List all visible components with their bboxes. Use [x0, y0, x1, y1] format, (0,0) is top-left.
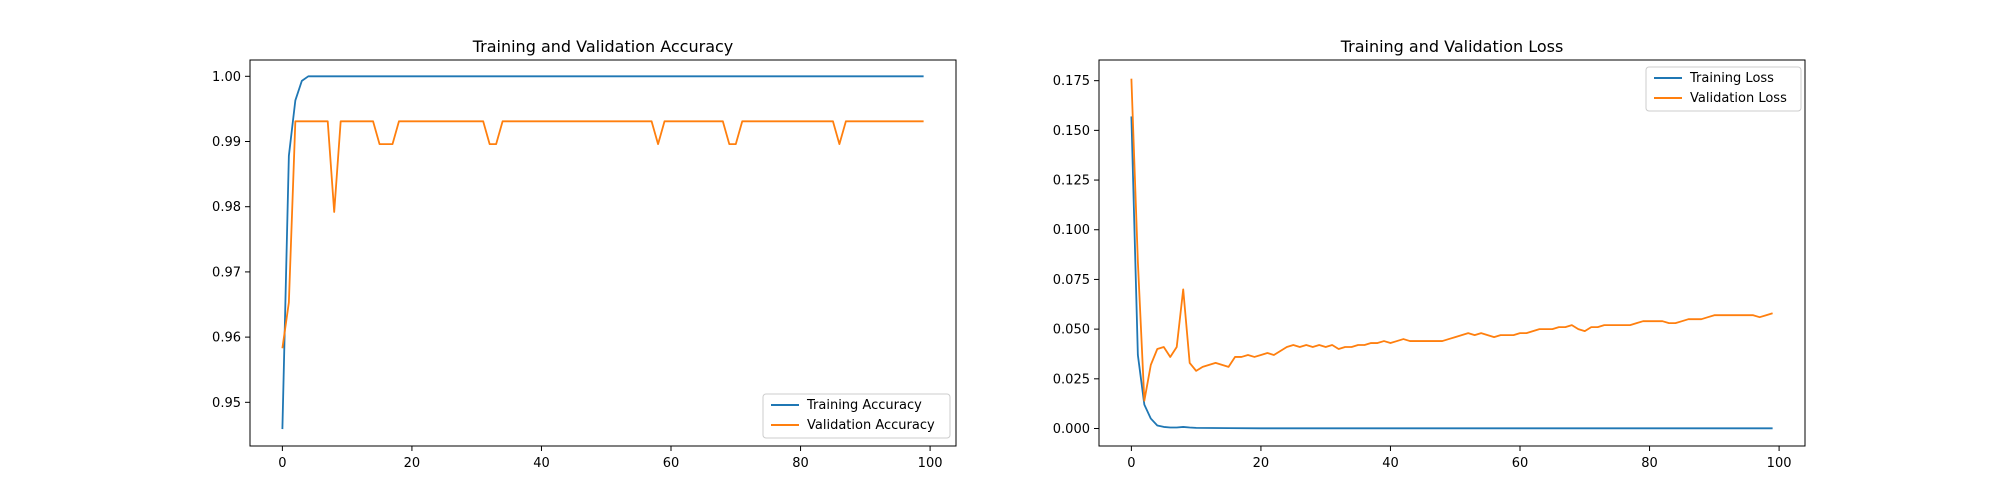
- legend-label-validation-accuracy: Validation Accuracy: [807, 418, 935, 433]
- y-tick-label: 0.100: [1053, 223, 1090, 238]
- accuracy-chart-title: Training and Validation Accuracy: [472, 37, 734, 56]
- x-tick-label: 0: [278, 456, 286, 471]
- accuracy-chart: Training and Validation Accuracy 0 20 40 60…: [212, 37, 957, 471]
- y-tick-label: 0.025: [1053, 372, 1090, 387]
- x-tick-label: 0: [1127, 456, 1135, 471]
- accuracy-axes-frame: [249, 59, 957, 447]
- y-tick-label: 0.050: [1053, 323, 1090, 338]
- loss-chart: Training and Validation Loss 0 20 40 60 80 10…: [1053, 37, 1806, 471]
- x-tick-label: 100: [918, 456, 943, 471]
- x-tick-label: 40: [533, 456, 550, 471]
- y-tick-label: 0.98: [212, 200, 241, 215]
- series-line-training-loss: [1130, 116, 1773, 430]
- accuracy-legend-box: [762, 393, 951, 439]
- y-tick-label: 0.95: [212, 396, 241, 411]
- loss-chart-title: Training and Validation Loss: [1340, 37, 1564, 56]
- y-tick-label: 0.075: [1053, 273, 1090, 288]
- x-tick-label: 40: [1382, 456, 1399, 471]
- loss-plot-area: 0 20 40 60 80 100 0.000 0.025 0.050 0.075 0.100 0.1…: [1053, 59, 1806, 471]
- series-line-training-accuracy: [281, 75, 924, 430]
- loss-legend: Training Loss Validation Loss: [1645, 66, 1802, 112]
- x-tick-label: 60: [1512, 456, 1529, 471]
- x-tick-label: 80: [792, 456, 809, 471]
- y-tick-label: 0.125: [1053, 174, 1090, 189]
- accuracy-legend: Training Accuracy Validation Accuracy: [762, 393, 951, 439]
- loss-axes-frame: [1098, 59, 1806, 447]
- y-tick-label: 0.99: [212, 135, 241, 150]
- y-tick-label: 0.96: [212, 331, 241, 346]
- legend-label-training-loss: Training Loss: [1689, 71, 1774, 86]
- loss-legend-box: [1645, 66, 1802, 112]
- x-tick-label: 20: [1253, 456, 1270, 471]
- x-tick-label: 80: [1641, 456, 1658, 471]
- y-tick-label: 0.97: [212, 265, 241, 280]
- y-tick-label: 1.00: [212, 70, 241, 85]
- legend-label-training-accuracy: Training Accuracy: [806, 398, 922, 413]
- x-tick-label: 20: [404, 456, 421, 471]
- y-tick-label: 0.175: [1053, 74, 1090, 89]
- x-tick-label: 100: [1767, 456, 1792, 471]
- series-line-validation-accuracy: [281, 120, 924, 349]
- y-tick-label: 0.000: [1053, 422, 1090, 437]
- accuracy-plot-area: 0 20 40 60 80 100 0.95 0.96 0.97 0.98 0.99 1.00: [212, 59, 957, 471]
- legend-label-validation-loss: Validation Loss: [1690, 91, 1787, 106]
- x-tick-label: 60: [663, 456, 680, 471]
- series-line-validation-loss: [1130, 78, 1773, 402]
- y-tick-label: 0.150: [1053, 124, 1090, 139]
